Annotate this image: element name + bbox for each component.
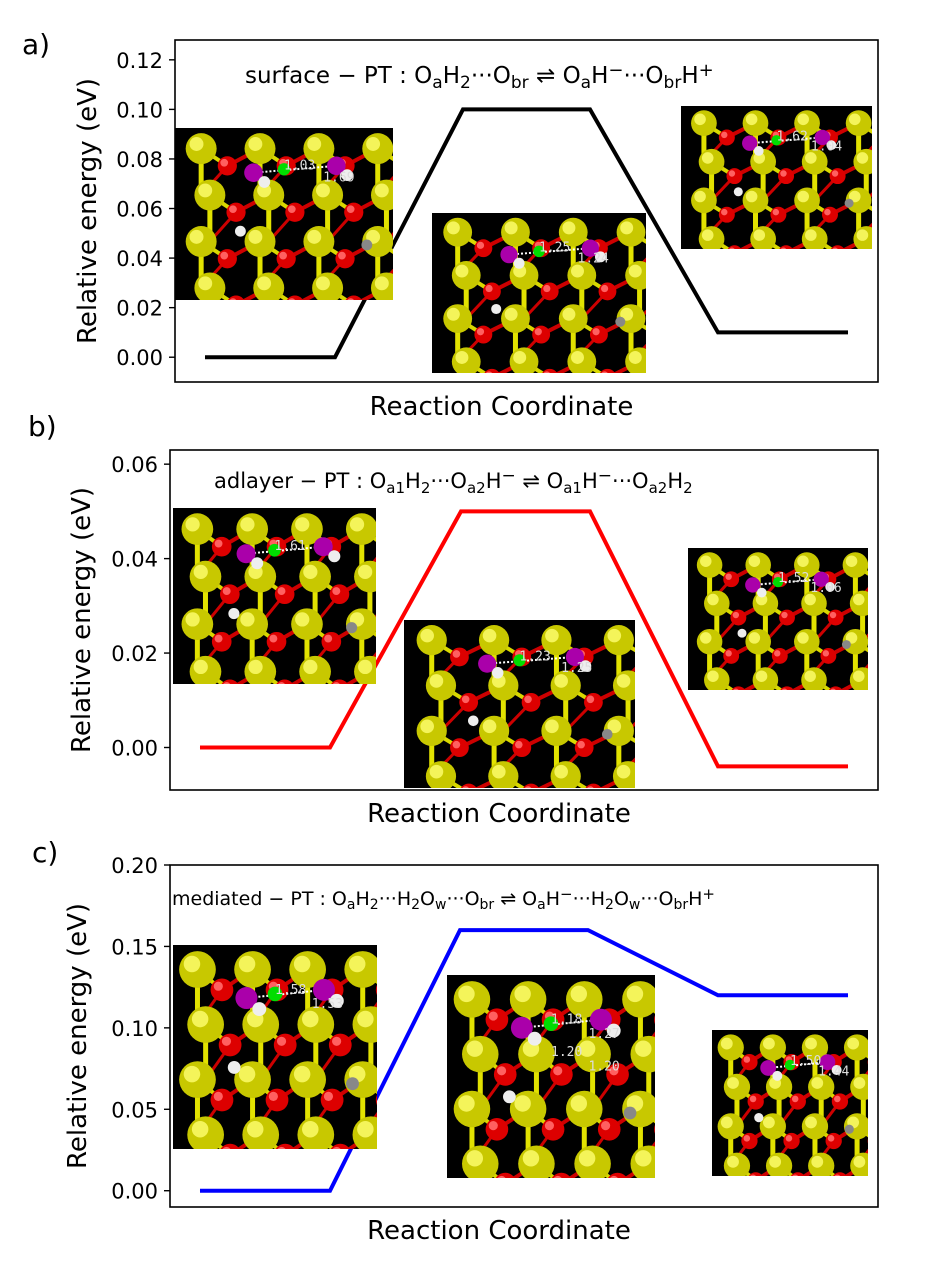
y-tick-label: 0.12 [116, 49, 163, 73]
y-tick-label: 0.05 [111, 1098, 158, 1122]
bond-distance-label: 1.58 [275, 983, 306, 998]
bond-distance-label: 1.44 [818, 1064, 849, 1079]
reaction-title: adlayer − PT : Oa1H2···Oa2H− ⇌ Oa1H−···O… [214, 466, 693, 496]
bond-distance-label: 1.18 [551, 1013, 582, 1028]
y-tick-label: 0.08 [116, 148, 163, 172]
bond-distance-label: 1.62 [777, 129, 808, 144]
x-axis-label: Reaction Coordinate [370, 392, 634, 422]
molecular-snapshot-inset: 1.621.04 [681, 106, 872, 249]
bond-distance-label: 1.20 [551, 1045, 582, 1060]
bond-distance-label: 1.04 [811, 139, 842, 154]
panel-label: a) [22, 28, 50, 61]
bond-distance-label: 1.61 [275, 539, 306, 554]
energy-profile-line [200, 928, 848, 1193]
bond-distance-label: 1.25 [539, 240, 570, 255]
molecular-snapshot-inset: 1.23 1.25 [404, 620, 635, 788]
molecular-snapshot-inset: 1.61 [173, 508, 376, 684]
y-axis-label: Relative energy (eV) [63, 903, 93, 1169]
reaction-title: mediated − PT : OaH2···H2Ow···Obr ⇌ OaH−… [172, 885, 715, 913]
y-tick-label: 0.06 [111, 453, 158, 477]
panel-label: b) [28, 410, 57, 443]
y-tick-label: 0.10 [116, 98, 163, 122]
energy-panel: b) 1.61 1.23 1.25 1.521.06 0.00 0.02 0.04 0.06 Re… [28, 410, 879, 829]
y-tick-label: 0.02 [116, 297, 163, 321]
y-tick-label: 0.10 [111, 1017, 158, 1041]
bond-distance-label: 1.20 [588, 1059, 619, 1074]
molecular-snapshot-inset: 1.501.44 [712, 1030, 868, 1176]
reaction-title: surface − PT : OaH2···Obr ⇌ OaH−···ObrH+ [245, 60, 714, 93]
plot-frame [174, 39, 879, 383]
bond-distance-label: 1.50 [790, 1054, 821, 1069]
plot-frame [169, 449, 879, 791]
molecular-snapshot-inset: 1.25 1.24 [432, 213, 646, 373]
plot-frame [169, 864, 879, 1208]
y-tick-label: 0.00 [111, 737, 158, 761]
bond-distance-label: 1.53 [312, 997, 343, 1012]
energy-profile-line [200, 509, 848, 769]
molecular-snapshot-inset: 1.58 1.53 [173, 945, 377, 1149]
bond-distance-label: 1.06 [810, 581, 841, 596]
bond-distance-label: 1.03 [284, 158, 315, 173]
y-tick-label: 0.20 [111, 854, 158, 878]
y-tick-label: 0.04 [116, 247, 163, 271]
bond-distance-label: 1.23 [520, 649, 551, 664]
molecular-snapshot-inset: 1.18 1.27 1.20 1.20 [447, 975, 655, 1178]
panel-label: c) [32, 836, 58, 869]
y-axis-label: Relative energy (eV) [73, 78, 103, 344]
bond-distance-label: 1.24 [578, 252, 609, 267]
molecular-snapshot-inset: 1.03 1.69 [175, 128, 393, 300]
y-tick-label: 0.00 [111, 1180, 158, 1204]
bond-distance-label: 1.52 [778, 571, 809, 586]
y-axis-label: Relative energy (eV) [67, 487, 97, 753]
y-tick-label: 0.06 [116, 198, 163, 222]
y-tick-label: 0.02 [111, 642, 158, 666]
energy-panel: c) 1.58 1.53 1.18 1.27 1.20 1.20 1.501.44 0.00 0.… [32, 836, 879, 1246]
energy-panel: a) 1.03 1.69 1.25 1.24 1.621.04 0.00 0.02 0.04 0.… [22, 28, 879, 422]
y-tick-label: 0.15 [111, 935, 158, 959]
bond-distance-label: 1.25 [561, 661, 592, 676]
bond-distance-label: 1.27 [588, 1027, 619, 1042]
x-axis-label: Reaction Coordinate [367, 1216, 631, 1246]
bond-distance-label: 1.69 [323, 170, 354, 185]
molecular-snapshot-inset: 1.521.06 [688, 548, 868, 690]
x-axis-label: Reaction Coordinate [367, 799, 631, 829]
y-tick-label: 0.04 [111, 548, 158, 572]
energy-profile-line [205, 107, 848, 360]
y-tick-label: 0.00 [116, 346, 163, 370]
